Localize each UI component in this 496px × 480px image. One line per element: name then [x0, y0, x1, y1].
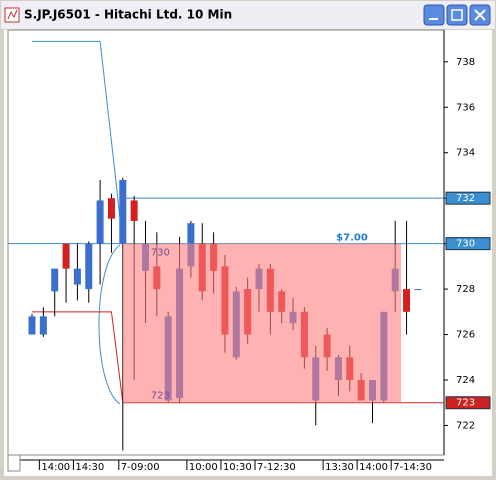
x-tick-label: 7-09:00 — [121, 462, 160, 473]
y-tick-label: 724 — [456, 375, 475, 386]
x-tick-label: 10:30 — [223, 462, 252, 473]
y-tick-label: 734 — [456, 148, 475, 159]
price-tag — [445, 237, 491, 251]
scroll-box[interactable] — [7, 454, 21, 472]
price-tag-label: 723 — [456, 398, 475, 409]
price-tag — [445, 191, 491, 205]
candle-body — [62, 243, 70, 269]
window-title: S.JP.J6501 - Hitachi Ltd. 10 Min — [24, 8, 232, 22]
range-box — [122, 243, 402, 403]
price-tag-label: 732 — [456, 193, 475, 204]
minimize-button[interactable] — [423, 4, 445, 26]
title-bar — [1, 1, 495, 29]
range-label: $7.00 — [336, 233, 368, 244]
candle-body — [403, 289, 411, 312]
y-tick-label: 736 — [456, 102, 475, 113]
candle-body — [85, 243, 93, 290]
y-tick-label: 722 — [456, 420, 475, 431]
candle-body — [96, 200, 104, 244]
candle-body — [414, 289, 422, 291]
candle-body — [28, 316, 36, 335]
candle-body — [107, 198, 115, 219]
price-tag — [445, 396, 491, 410]
candle-body — [51, 268, 59, 292]
maximize-glyph — [451, 9, 463, 21]
x-tick-label: 13:30 — [325, 462, 354, 473]
range-low-label: 723 — [151, 391, 170, 402]
candle-body — [130, 200, 138, 221]
x-tick-label: 14:00 — [41, 462, 70, 473]
maximize-button[interactable] — [446, 4, 468, 26]
range-curve — [98, 244, 121, 405]
x-tick-label: 7-14:30 — [393, 462, 432, 473]
x-tick-label: 7-12:30 — [257, 462, 296, 473]
price-tag-label: 730 — [456, 239, 475, 250]
y-tick-label: 728 — [456, 284, 475, 295]
guide-line — [32, 40, 124, 244]
y-tick-label: 726 — [456, 330, 475, 341]
guide-line — [32, 311, 124, 403]
candle-body — [39, 316, 47, 335]
close-glyph — [474, 9, 486, 21]
candle-body — [73, 268, 81, 285]
x-tick-label: 14:30 — [75, 462, 104, 473]
candle-body — [119, 180, 127, 244]
range-high-label: 730 — [151, 248, 170, 259]
y-tick-label: 738 — [456, 57, 475, 68]
x-tick-label: 10:00 — [189, 462, 218, 473]
app-icon-glyph — [7, 9, 18, 20]
x-tick-label: 14:00 — [359, 462, 388, 473]
